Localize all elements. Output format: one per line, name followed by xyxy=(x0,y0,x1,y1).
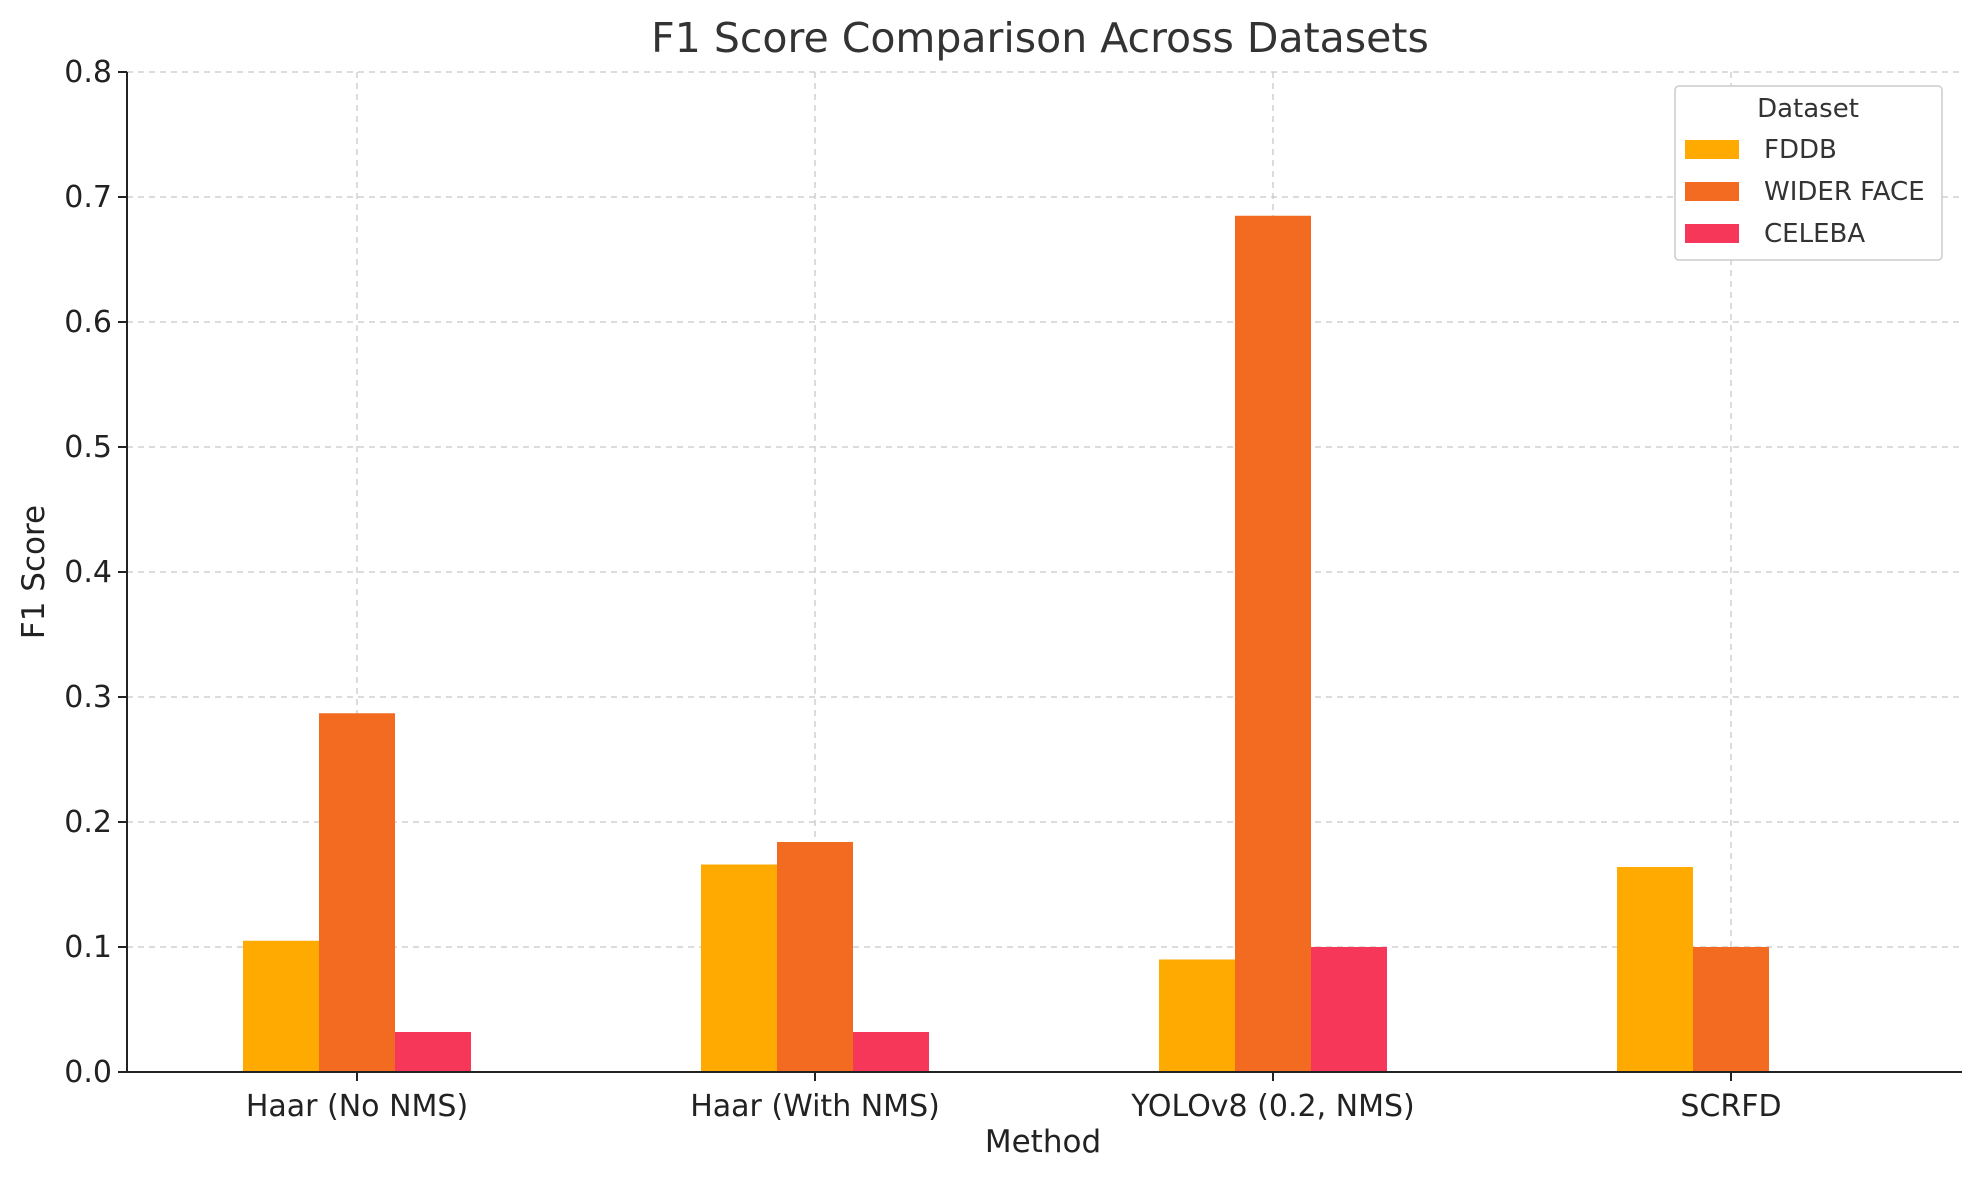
bar xyxy=(1159,959,1235,1072)
bar xyxy=(1235,215,1311,1072)
legend-swatch xyxy=(1685,224,1739,243)
x-tick-label: SCRFD xyxy=(1680,1089,1781,1124)
legend-frame xyxy=(1674,85,1943,261)
x-axis-label: Method xyxy=(985,1124,1101,1160)
x-tick-label: Haar (With NMS) xyxy=(690,1089,940,1124)
legend-label: WIDER FACE xyxy=(1764,177,1925,207)
bar xyxy=(777,842,853,1072)
grid xyxy=(127,71,1962,1072)
bar xyxy=(853,1032,929,1072)
y-tick-label: 0.3 xyxy=(64,680,112,715)
chart-title: F1 Score Comparison Across Datasets xyxy=(651,14,1429,62)
bar xyxy=(319,713,395,1072)
bar xyxy=(395,1032,471,1072)
legend-label: FDDB xyxy=(1764,135,1837,165)
x-tick-label: Haar (No NMS) xyxy=(246,1089,468,1124)
y-ticks: 0.0 0.1 0.2 0.3 0.4 0.5 0.6 0.7 0.8 xyxy=(64,55,127,1090)
legend-swatch xyxy=(1685,182,1739,201)
y-tick-label: 0.4 xyxy=(64,555,112,590)
y-tick-label: 0.6 xyxy=(64,305,112,340)
y-tick-label: 0.1 xyxy=(64,930,112,965)
legend: Dataset FDDB WIDER FACE CELEBA xyxy=(1674,85,1943,261)
y-tick-label: 0.8 xyxy=(64,55,112,90)
legend-items: FDDB WIDER FACE CELEBA xyxy=(1685,135,1925,249)
legend-label: CELEBA xyxy=(1764,219,1865,249)
y-tick-label: 0.0 xyxy=(64,1055,112,1090)
bar xyxy=(243,940,319,1072)
bar xyxy=(701,864,777,1072)
y-axis-label: F1 Score xyxy=(16,505,52,639)
bars xyxy=(243,215,1769,1072)
y-tick-label: 0.7 xyxy=(64,180,112,215)
y-tick-label: 0.5 xyxy=(64,430,112,465)
legend-title: Dataset xyxy=(1757,94,1859,124)
x-ticks: Haar (No NMS) Haar (With NMS) YOLOv8 (0.2,… xyxy=(246,1072,1782,1124)
bar xyxy=(1311,947,1387,1072)
bar xyxy=(1617,867,1693,1072)
bar xyxy=(1693,947,1769,1072)
x-tick-label: YOLOv8 (0.2, NMS) xyxy=(1130,1089,1415,1124)
y-tick-label: 0.2 xyxy=(64,805,112,840)
legend-swatch xyxy=(1685,140,1739,159)
